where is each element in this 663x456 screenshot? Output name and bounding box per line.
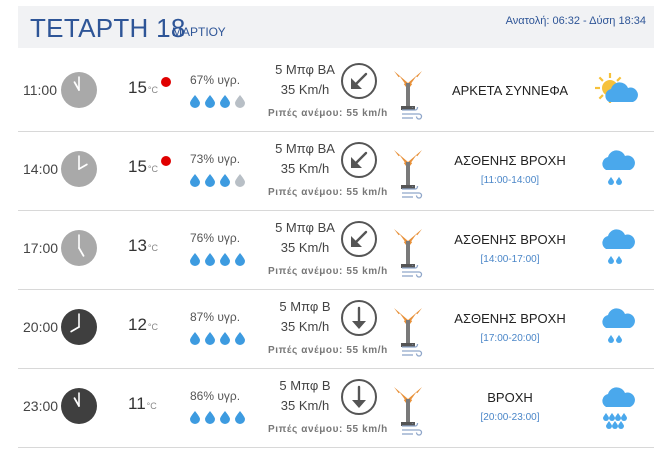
arrow-southwest-icon	[340, 220, 378, 263]
sunrise-sunset: Ανατολή: 06:32 - Δύση 18:34	[505, 15, 646, 27]
forecast-time: 11:00	[23, 82, 57, 98]
arrow-south-icon	[340, 299, 378, 342]
warm-indicator-dot	[161, 77, 171, 87]
windsock-icon	[391, 146, 425, 195]
wind-speed: 35 Km/h	[280, 319, 330, 334]
temperature: 13°C	[128, 236, 159, 255]
weather-description: ΑΣΘΕΝΗΣ ΒΡΟΧΗ	[454, 153, 566, 168]
wind-direction: 5 Μπφ ΒΑ	[275, 141, 335, 156]
month-label: ΜΑΡΤΙΟΥ	[172, 25, 226, 39]
temperature-unit: °C	[147, 322, 159, 332]
clock-icon-light	[60, 229, 98, 267]
wind-gust: Ριπές ανέμου: 55 km/h	[268, 187, 388, 198]
time-range: [11:00-14:00]	[480, 175, 540, 186]
windsock-icon	[391, 383, 425, 432]
humidity: 76% υγρ.	[190, 231, 241, 245]
weather-description: ΑΣΘΕΝΗΣ ΒΡΟΧΗ	[454, 311, 566, 326]
wind-direction: 5 Μπφ Β	[279, 378, 331, 393]
forecast-time: 23:00	[23, 398, 59, 414]
forecast-time: 14:00	[23, 161, 59, 177]
weather-description: ΒΡΟΧΗ	[487, 390, 533, 405]
humidity: 87% υγρ.	[190, 310, 241, 324]
wind-gust-icon	[401, 262, 423, 284]
temperature-unit: °C	[147, 85, 159, 95]
wind-speed: 35 Km/h	[280, 240, 330, 255]
temperature: 15°C	[128, 78, 159, 97]
forecast-row: 17:00 13°C 76% υγρ. 5 Μπφ ΒΑ 35 Km/h Ριπ…	[18, 210, 654, 290]
light-rain-icon	[592, 226, 642, 277]
forecast-row: 20:00 12°C 87% υγρ. 5 Μπφ Β 35 Km/h Ριπέ…	[18, 289, 654, 369]
forecast-time: 17:00	[23, 240, 59, 256]
temperature-unit: °C	[147, 243, 159, 253]
wind-gust: Ριπές ανέμου: 55 km/h	[268, 266, 388, 277]
arrow-southwest-icon	[340, 62, 378, 105]
time-range: [14:00-17:00]	[480, 254, 540, 265]
wind-gust-icon	[401, 104, 423, 126]
weather-description: ΑΣΘΕΝΗΣ ΒΡΟΧΗ	[454, 232, 566, 247]
temperature: 12°C	[128, 315, 159, 334]
forecast-time: 20:00	[23, 319, 59, 335]
rain-drops-icon	[189, 331, 259, 345]
clock-icon-dark	[60, 387, 98, 425]
rain-drops-icon	[189, 410, 259, 424]
windsock-icon	[391, 225, 425, 274]
temperature-unit: °C	[147, 164, 159, 174]
wind-speed: 35 Km/h	[280, 82, 330, 97]
wind-gust-icon	[401, 341, 423, 363]
forecast-row: 11:00 15°C 67% υγρ. 5 Μπφ ΒΑ 35 Km/h Ριπ…	[18, 52, 654, 132]
rain-icon	[592, 384, 642, 435]
windsock-icon	[391, 304, 425, 353]
light-rain-icon	[592, 305, 642, 356]
windsock-icon	[391, 67, 425, 116]
wind-speed: 35 Km/h	[280, 161, 330, 176]
wind-direction: 5 Μπφ ΒΑ	[275, 62, 335, 77]
humidity: 67% υγρ.	[190, 73, 241, 87]
time-range: [17:00-20:00]	[480, 333, 540, 344]
rain-drops-icon	[189, 94, 259, 108]
temperature-unit: °C	[146, 401, 157, 411]
partly-cloudy-icon	[592, 68, 642, 119]
wind-speed: 35 Km/h	[280, 398, 330, 413]
humidity: 73% υγρ.	[190, 152, 241, 166]
clock-icon-dark	[60, 308, 98, 346]
weather-description: ΑΡΚΕΤΑ ΣΥΝΝΕΦΑ	[451, 83, 569, 98]
arrow-south-icon	[340, 378, 378, 421]
temperature: 11°C	[128, 394, 157, 413]
temperature: 15°C	[128, 157, 159, 176]
arrow-southwest-icon	[340, 141, 378, 184]
forecast-row: 14:00 15°C 73% υγρ. 5 Μπφ ΒΑ 35 Km/h Ριπ…	[18, 131, 654, 211]
humidity: 86% υγρ.	[190, 389, 241, 403]
wind-gust: Ριπές ανέμου: 55 km/h	[268, 424, 388, 435]
forecast-row: 23:00 11°C 86% υγρ. 5 Μπφ Β 35 Km/h Ριπέ…	[18, 368, 654, 448]
clock-icon-light	[60, 71, 98, 109]
wind-gust: Ριπές ανέμου: 55 km/h	[268, 108, 388, 119]
rain-drops-icon	[189, 252, 259, 266]
day-header: ΤΕΤΑΡΤΗ 18 ΜΑΡΤΙΟΥ Ανατολή: 06:32 - Δύση…	[18, 6, 654, 48]
wind-direction: 5 Μπφ ΒΑ	[275, 220, 335, 235]
wind-gust-icon	[401, 183, 423, 205]
light-rain-icon	[592, 147, 642, 198]
clock-icon-light	[60, 150, 98, 188]
wind-direction: 5 Μπφ Β	[279, 299, 331, 314]
wind-gust: Ριπές ανέμου: 55 km/h	[268, 345, 388, 356]
day-title: ΤΕΤΑΡΤΗ 18	[30, 13, 186, 43]
wind-gust-icon	[401, 420, 423, 442]
warm-indicator-dot	[161, 156, 171, 166]
time-range: [20:00-23:00]	[480, 412, 540, 423]
rain-drops-icon	[189, 173, 259, 187]
